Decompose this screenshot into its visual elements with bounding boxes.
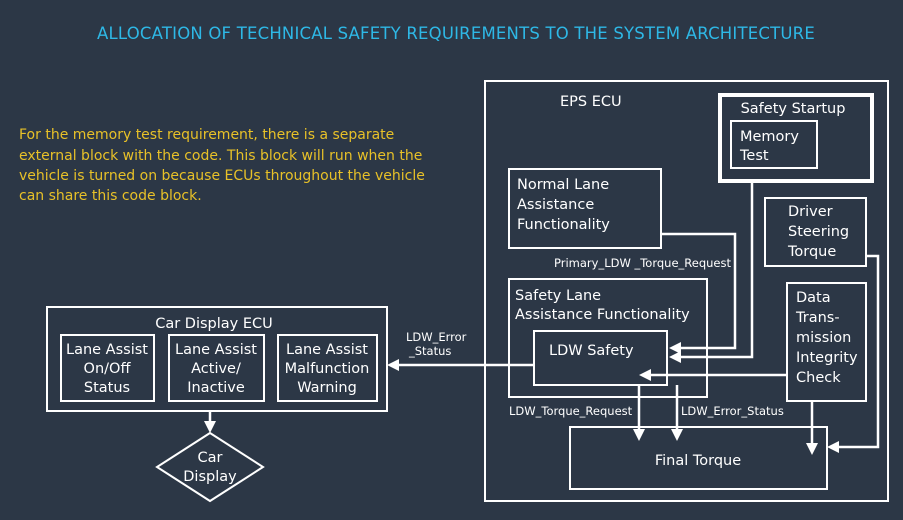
normal-lane-label: Assistance [517, 197, 594, 213]
on-off-status-label: Status [84, 380, 130, 396]
car-display-label: Display [183, 469, 237, 485]
malfunction-warning-block [277, 334, 378, 402]
memory-test-note: For the memory test requirement, there i… [19, 127, 425, 204]
connector-memory-to-ldw [681, 181, 754, 359]
active-inactive-label: Lane Assist [175, 342, 257, 358]
connector-steering-to-final [839, 254, 880, 449]
car-display-ecu-label: Car Display ECU [155, 316, 273, 332]
signal-ldw-error-status-display: _Status [408, 344, 451, 358]
eps-ecu-container [484, 80, 889, 502]
memory-test-label: Memory [740, 129, 799, 145]
active-inactive-label: Active/ [191, 361, 241, 377]
active-inactive-label: Inactive [187, 380, 245, 396]
arrowhead [669, 342, 681, 354]
note-line: can share this code block. [19, 188, 202, 204]
malfunction-warning-label: Malfunction [285, 361, 370, 377]
on-off-status-label: Lane Assist [66, 342, 148, 358]
memory-test-label: Test [739, 148, 769, 164]
signal-ldw-torque-request: LDW_Torque_Request [509, 404, 633, 418]
driver-steering-label: Torque [787, 244, 836, 260]
car-display-ecu-container [46, 306, 388, 412]
signal-primary-torque-request: Primary_LDW _Torque_Request [554, 256, 731, 270]
final-torque-label: Final Torque [655, 453, 741, 469]
data-integrity-label: mission [796, 330, 851, 346]
normal-lane-label: Functionality [517, 217, 610, 233]
data-integrity-block [786, 282, 867, 402]
page-title: ALLOCATION OF TECHNICAL SAFETY REQUIREME… [97, 24, 815, 43]
safety-lane-label: Assistance Functionality [515, 307, 690, 323]
note-line: For the memory test requirement, there i… [19, 127, 394, 143]
data-integrity-label: Integrity [796, 350, 858, 366]
data-integrity-label: Trans- [795, 310, 840, 326]
car-display-diamond [155, 431, 265, 503]
driver-steering-label: Driver [788, 204, 833, 220]
final-torque-block [569, 426, 828, 490]
arrowhead [806, 443, 818, 455]
arrowhead [639, 369, 651, 381]
on-off-status-block [60, 334, 155, 402]
malfunction-warning-label: Lane Assist [286, 342, 368, 358]
malfunction-warning-label: Warning [297, 380, 357, 396]
arrowhead [387, 359, 399, 371]
note-line: vehicle is turned on because ECUs throug… [19, 168, 425, 184]
safety-lane-label: Safety Lane [515, 288, 601, 304]
normal-lane-block [508, 168, 662, 249]
signal-ldw-error-status-display: LDW_Error [406, 330, 467, 344]
driver-steering-block [764, 197, 867, 267]
active-inactive-block [168, 334, 265, 402]
ldw-safety-block [533, 330, 668, 386]
eps-ecu-label: EPS ECU [560, 94, 622, 110]
note-line: external block with the code. This block… [19, 148, 422, 164]
data-integrity-label: Data [796, 290, 831, 306]
signal-ldw-error-status: LDW_Error_Status [681, 404, 784, 418]
safety-startup-block [718, 93, 874, 183]
car-display-label: Car [198, 450, 223, 466]
safety-lane-block [508, 278, 708, 398]
ldw-safety-label: LDW Safety [549, 343, 634, 359]
driver-steering-label: Steering [788, 224, 849, 240]
safety-startup-label: Safety Startup [741, 101, 846, 117]
arrowhead [633, 429, 645, 441]
arrowhead [204, 421, 216, 433]
memory-test-block [730, 120, 818, 169]
arrowhead [671, 429, 683, 441]
arrowhead [827, 441, 839, 453]
on-off-status-label: On/Off [84, 361, 132, 377]
connector-normal-to-ldw [661, 232, 737, 350]
arrowhead [669, 351, 681, 363]
data-integrity-label: Check [796, 370, 841, 386]
normal-lane-label: Normal Lane [517, 177, 609, 193]
